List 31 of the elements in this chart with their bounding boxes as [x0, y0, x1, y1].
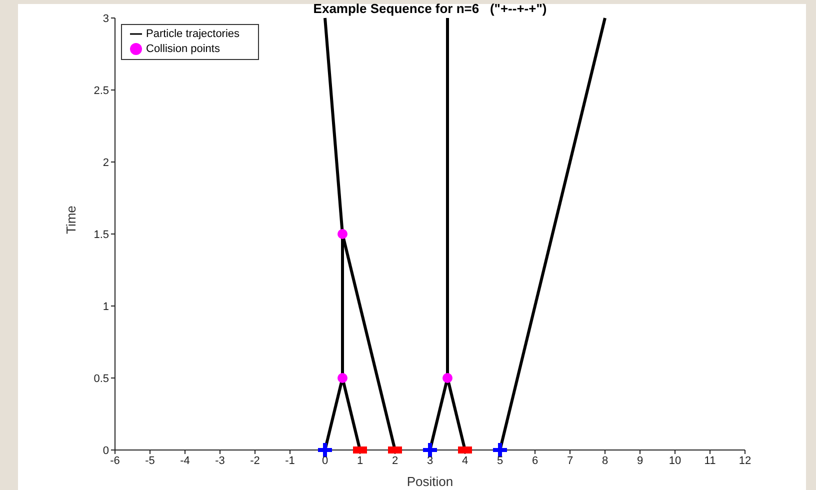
- x-tick-label: 4: [462, 454, 468, 467]
- x-tick-label: -5: [145, 454, 155, 467]
- x-tick-label: 10: [668, 454, 682, 467]
- x-tick-label: 11: [704, 454, 716, 467]
- x-tick-label: -1: [285, 454, 295, 467]
- legend-label: Particle trajectories: [146, 28, 240, 40]
- x-tick-label: 0: [322, 454, 328, 467]
- legend-label: Collision points: [146, 43, 220, 55]
- y-tick-label: 0.5: [94, 372, 109, 385]
- x-tick-label: 1: [356, 454, 364, 467]
- x-tick-label: 12: [738, 454, 752, 467]
- y-tick-label: 1: [102, 300, 109, 313]
- y-tick-label: 2.5: [94, 84, 109, 97]
- x-tick-label: 2: [392, 454, 398, 467]
- x-tick-label: 9: [636, 454, 644, 467]
- x-tick-label: -3: [215, 454, 225, 467]
- x-tick-label: -6: [110, 454, 120, 467]
- y-tick-label: 1.5: [94, 228, 109, 241]
- x-tick-label: 5: [496, 454, 504, 467]
- y-tick-label: 3: [102, 12, 109, 25]
- y-tick-label: 2: [102, 156, 109, 169]
- y-axis-title: Time: [64, 206, 79, 234]
- x-tick-label: -2: [250, 454, 260, 467]
- x-axis-title: Position: [406, 474, 454, 489]
- x-tick-label: 7: [566, 454, 574, 467]
- chart-title: Example Sequence for n=6 ("+--+-+"): [313, 1, 547, 16]
- x-tick-label: 6: [532, 454, 538, 467]
- y-tick-label: 0: [102, 444, 109, 457]
- x-tick-label: -4: [180, 454, 190, 467]
- x-tick-label: 8: [602, 454, 608, 467]
- x-tick-label: 3: [426, 454, 434, 467]
